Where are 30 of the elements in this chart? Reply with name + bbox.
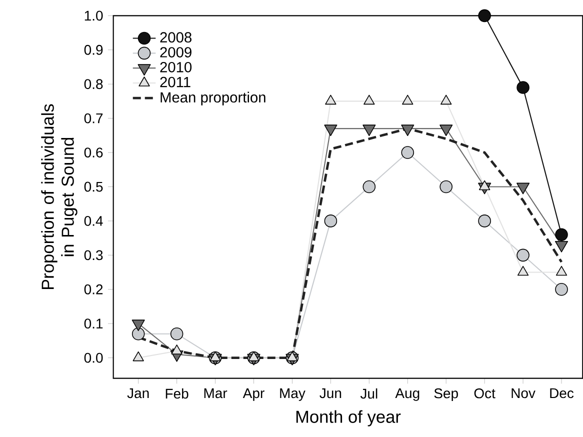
x-tick-label: Aug: [395, 388, 420, 401]
x-tick-label: Sep: [434, 388, 458, 402]
y-tick-label: 1.0: [84, 10, 103, 21]
y-tick-label: 0.9: [84, 44, 103, 55]
legend-label: 2011: [160, 76, 190, 88]
legend-label: Mean proportion: [160, 92, 266, 106]
y-tick-label: 0.2: [84, 284, 103, 294]
x-tick-label: Apr: [242, 388, 264, 401]
x-tick-label: Jul: [360, 388, 378, 399]
y-tick-label: 0.3: [84, 250, 103, 260]
y-tick-label: 0.7: [84, 113, 103, 124]
y-tick-label: 0.4: [84, 216, 103, 226]
x-tick-label: Jun: [320, 388, 342, 398]
y-tick-label: 0.0: [84, 352, 103, 363]
legend-label: 2008: [160, 32, 192, 43]
y-tick-label: 0.5: [84, 182, 103, 192]
x-tick-label: Feb: [166, 388, 188, 399]
x-tick-label: Jan: [127, 388, 149, 398]
legend-label: 2009: [160, 47, 192, 58]
x-tick-label: Mar: [204, 388, 228, 398]
x-tick-label: Nov: [512, 388, 536, 398]
y-axis-title: Proportion of individuals in Puget Sound: [41, 104, 78, 290]
x-axis-title: Month of year: [296, 410, 401, 426]
y-tick-label: 0.8: [84, 79, 103, 90]
y-tick-label: 0.1: [84, 318, 103, 329]
x-tick-label: May: [280, 388, 306, 401]
x-tick-label: Oct: [474, 388, 496, 398]
x-tick-label: Dec: [550, 388, 574, 398]
y-tick-label: 0.6: [84, 148, 103, 158]
legend-label: 2010: [160, 62, 192, 72]
